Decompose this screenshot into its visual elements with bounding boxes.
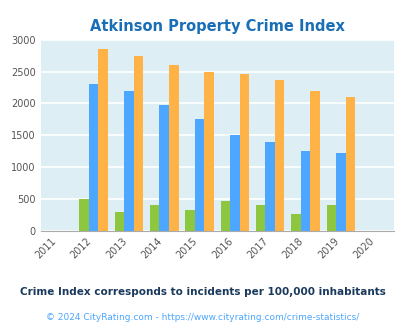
Bar <box>114 213 124 231</box>
Bar <box>265 142 274 231</box>
Bar <box>309 91 319 231</box>
Bar <box>168 65 178 231</box>
Bar <box>204 72 213 231</box>
Bar <box>89 84 98 231</box>
Bar <box>124 91 133 231</box>
Title: Atkinson Property Crime Index: Atkinson Property Crime Index <box>90 19 344 34</box>
Bar <box>133 56 143 231</box>
Bar <box>345 97 354 231</box>
Bar <box>255 205 265 231</box>
Text: © 2024 CityRating.com - https://www.cityrating.com/crime-statistics/: © 2024 CityRating.com - https://www.city… <box>46 313 359 322</box>
Bar <box>300 150 309 231</box>
Bar <box>149 206 159 231</box>
Bar <box>98 49 108 231</box>
Bar <box>185 210 194 231</box>
Bar <box>290 214 300 231</box>
Bar <box>335 153 345 231</box>
Bar <box>79 199 89 231</box>
Bar <box>159 105 168 231</box>
Bar <box>239 74 249 231</box>
Bar <box>326 205 335 231</box>
Bar <box>220 201 230 231</box>
Bar <box>274 81 284 231</box>
Bar <box>230 135 239 231</box>
Text: Crime Index corresponds to incidents per 100,000 inhabitants: Crime Index corresponds to incidents per… <box>20 287 385 297</box>
Bar <box>194 119 204 231</box>
